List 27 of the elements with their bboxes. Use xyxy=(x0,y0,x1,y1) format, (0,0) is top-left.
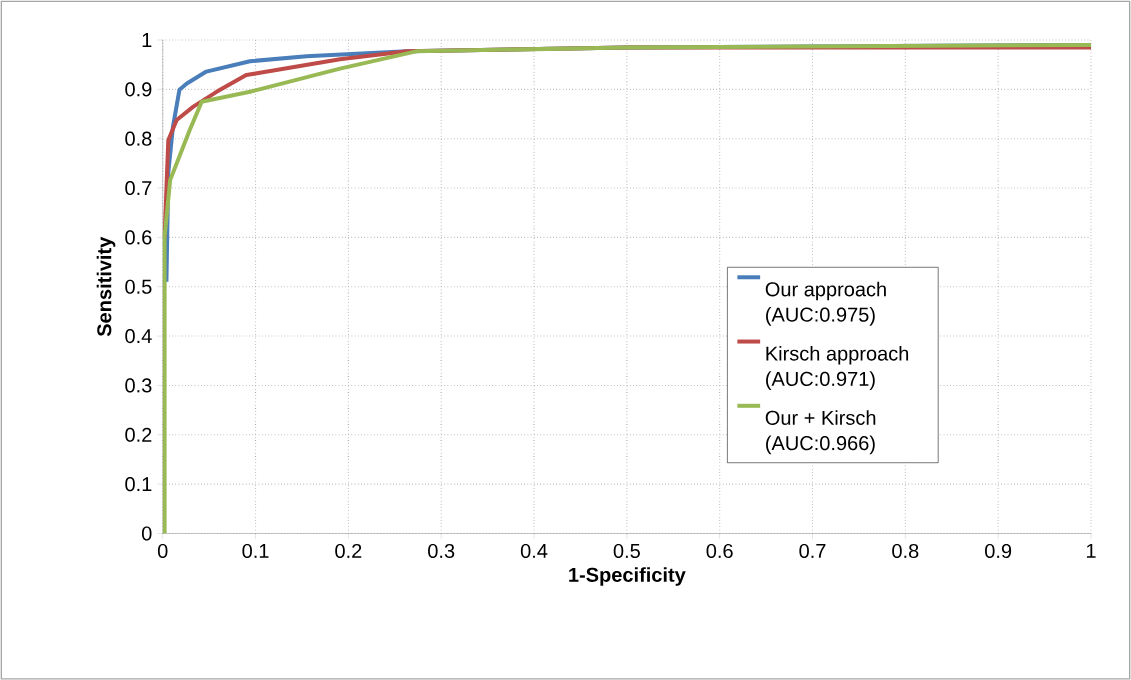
x-tick-label: 0 xyxy=(157,543,168,558)
x-tick-label: 0.2 xyxy=(335,543,362,558)
y-tick-label: 0.1 xyxy=(125,476,152,492)
y-tick-label: 0 xyxy=(141,526,152,541)
y-tick-label: 0.3 xyxy=(125,378,152,393)
y-tick-label: 0.2 xyxy=(125,427,152,442)
y-tick-label: 0.5 xyxy=(125,279,152,294)
legend-label: Our + Kirsch (AUC:0.966) xyxy=(765,410,876,455)
y-tick-label: 1 xyxy=(142,33,152,47)
y-tick-label: 0.9 xyxy=(125,82,152,97)
x-tick-label: 1 xyxy=(1086,543,1096,558)
y-tick-label: 0.4 xyxy=(125,328,152,344)
y-tick-label: 0.7 xyxy=(125,180,152,196)
y-tick-label: 0.6 xyxy=(125,230,152,245)
y-axis-title: Sensitivity xyxy=(96,236,116,337)
x-tick-label: 0.8 xyxy=(892,543,919,558)
y-tick-label: 0.8 xyxy=(125,131,152,146)
x-tick-label: 0.3 xyxy=(428,543,455,558)
x-tick-label: 0.5 xyxy=(613,543,640,558)
legend-label: Our approach (AUC:0.975) xyxy=(765,281,886,326)
x-tick-label: 0.9 xyxy=(985,543,1012,558)
x-axis-title: 1-Specificity xyxy=(569,567,686,586)
x-tick-label: 0.7 xyxy=(799,543,826,558)
x-tick-label: 0.6 xyxy=(706,543,733,558)
x-tick-label: 0.4 xyxy=(520,543,548,558)
legend-label: Kirsch approach (AUC:0.971) xyxy=(766,345,909,390)
x-tick-label: 0.1 xyxy=(242,543,269,558)
